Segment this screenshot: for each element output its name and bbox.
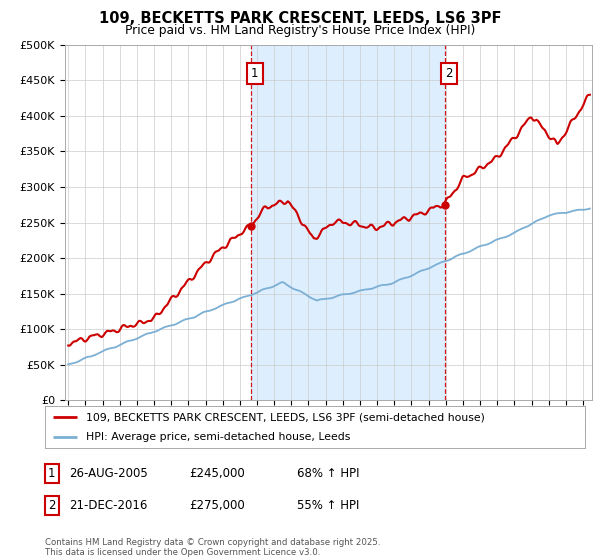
Text: 68% ↑ HPI: 68% ↑ HPI [297,466,359,480]
Text: 109, BECKETTS PARK CRESCENT, LEEDS, LS6 3PF: 109, BECKETTS PARK CRESCENT, LEEDS, LS6 … [99,11,501,26]
Text: 2: 2 [445,67,453,80]
Text: 26-AUG-2005: 26-AUG-2005 [69,466,148,480]
Text: 2: 2 [48,498,56,512]
Text: Contains HM Land Registry data © Crown copyright and database right 2025.
This d: Contains HM Land Registry data © Crown c… [45,538,380,557]
Text: 109, BECKETTS PARK CRESCENT, LEEDS, LS6 3PF (semi-detached house): 109, BECKETTS PARK CRESCENT, LEEDS, LS6 … [86,412,484,422]
Text: £245,000: £245,000 [189,466,245,480]
Text: 21-DEC-2016: 21-DEC-2016 [69,498,148,512]
Text: 1: 1 [48,466,56,480]
Text: HPI: Average price, semi-detached house, Leeds: HPI: Average price, semi-detached house,… [86,432,350,442]
Text: 55% ↑ HPI: 55% ↑ HPI [297,498,359,512]
Text: 1: 1 [251,67,259,80]
Text: Price paid vs. HM Land Registry's House Price Index (HPI): Price paid vs. HM Land Registry's House … [125,24,475,36]
Text: £275,000: £275,000 [189,498,245,512]
Bar [251,45,445,400]
